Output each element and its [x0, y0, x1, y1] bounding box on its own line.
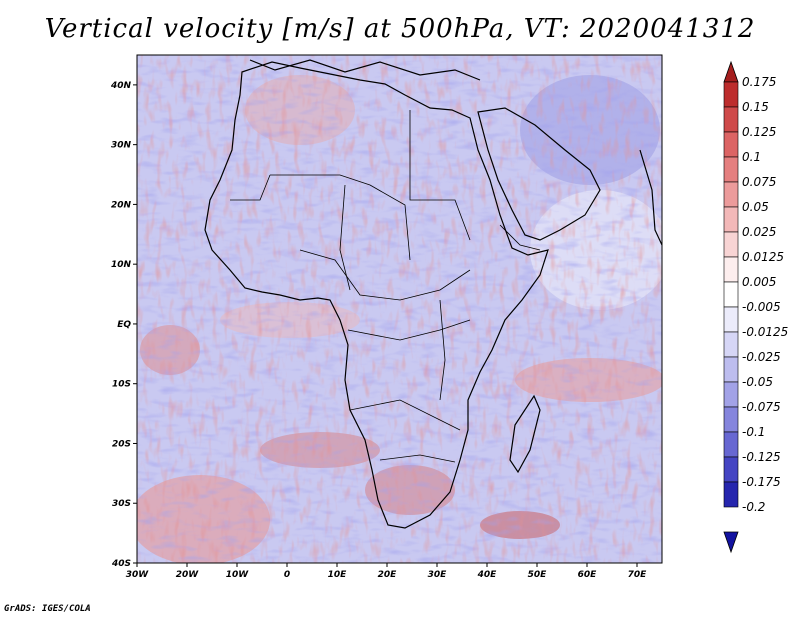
map-frame: [136, 54, 663, 564]
colorbar-segment: [723, 256, 739, 283]
lon-tick-label: 60E: [578, 570, 598, 580]
border-line: [230, 174, 271, 201]
colorbar-label: 0.05: [742, 200, 769, 214]
madagascar-coastline: [509, 394, 541, 474]
colorbar-label: -0.05: [742, 375, 773, 389]
border-line: [379, 454, 456, 463]
colorbar-segment: [723, 106, 739, 133]
border-line: [299, 249, 471, 301]
lat-tick-label: 40N: [110, 81, 132, 91]
colorbar-label: 0.15: [742, 100, 769, 114]
arabia-coastline: [477, 107, 601, 241]
credit-text: GrADS: IGES/COLA: [4, 604, 91, 614]
colorbar-segment: [723, 81, 739, 108]
africa-coastline: [204, 61, 549, 529]
lon-tick-label: 20W: [176, 570, 200, 580]
colorbar-label: -0.0125: [742, 325, 788, 339]
lat-tick-label: 10N: [111, 260, 132, 270]
lon-tick-label: 30E: [428, 570, 448, 580]
colorbar-label: 0.175: [742, 75, 776, 89]
lon-tick-label: 50E: [528, 570, 548, 580]
colorbar-label: 0.125: [742, 125, 776, 139]
colorbar-segment: [723, 181, 739, 208]
colorbar-segment: [723, 156, 739, 183]
lon-tick-label: 20E: [378, 570, 398, 580]
lat-tick-label: 30N: [111, 141, 132, 151]
india-coastline: [639, 149, 662, 246]
colorbar-label: 0.005: [742, 275, 776, 289]
colorbar-segment: [723, 356, 739, 383]
colorbar-segment: [723, 381, 739, 408]
colorbar-segment: [723, 281, 739, 308]
colorbar-segment: [723, 431, 739, 458]
lon-tick-label: 30W: [126, 570, 150, 580]
border-line: [349, 399, 461, 431]
lon-tick-label: 40E: [477, 570, 498, 580]
lat-axis: 40N 30N 20N 10N EQ 10S 20S 30S 40S: [110, 81, 137, 569]
colorbar-segment: [723, 481, 739, 508]
colorbar-label: -0.075: [742, 400, 781, 414]
colorbar-label: -0.005: [742, 300, 781, 314]
colorbar-segment: [723, 456, 739, 483]
lon-tick-label: 10E: [328, 570, 348, 580]
colorbar-label: 0.0125: [742, 250, 784, 264]
colorbar-segment: [723, 331, 739, 358]
lon-tick-label: 0: [284, 570, 290, 580]
border-line: [270, 174, 411, 261]
border-line: [409, 110, 471, 241]
europe-coastline: [249, 59, 481, 81]
country-borders: [230, 110, 541, 463]
colorbar-segment: [723, 206, 739, 233]
velocity-field: [137, 55, 662, 563]
colorbar-segment: [723, 306, 739, 333]
lon-tick-label: 10W: [226, 570, 250, 580]
lon-axis: 30W 20W 10W 0 10E 20E 30E 40E 50E 60E 70E: [126, 563, 647, 580]
colorbar-label: -0.025: [742, 350, 781, 364]
colorbar-segment: [723, 131, 739, 158]
map-title: Vertical velocity [m/s] at 500hPa, VT: 2…: [44, 14, 756, 44]
colorbar-cap-top: [723, 60, 739, 83]
colorbar-label: 0.025: [742, 225, 776, 239]
border-line: [439, 299, 446, 401]
lat-tick-label: 40S: [111, 559, 131, 569]
colorbar-label: -0.2: [742, 500, 765, 514]
colorbar-label: -0.125: [742, 450, 781, 464]
colorbar-segment: [723, 406, 739, 433]
colorbar-label: 0.1: [742, 150, 761, 164]
colorbar-cap-bottom: [723, 531, 739, 554]
border-line: [499, 224, 541, 251]
lat-tick-label: 10S: [112, 380, 131, 390]
coastlines: [204, 59, 662, 529]
lat-tick-label: 20S: [112, 439, 131, 449]
colorbar-label: -0.175: [742, 475, 781, 489]
colorbar-segment: [723, 231, 739, 258]
border-line: [347, 319, 471, 341]
colorbar: 0.175 0.15 0.125 0.1 0.075 0.05 0.025 0.0125 0.0…: [723, 60, 788, 554]
colorbar-label: -0.1: [742, 425, 765, 439]
field-noise: [137, 55, 662, 563]
lat-tick-label: 30S: [112, 499, 131, 509]
lat-tick-label: 20N: [111, 200, 132, 210]
lat-tick-label: EQ: [117, 320, 131, 330]
lon-tick-label: 70E: [628, 570, 648, 580]
colorbar-label: 0.075: [742, 175, 776, 189]
